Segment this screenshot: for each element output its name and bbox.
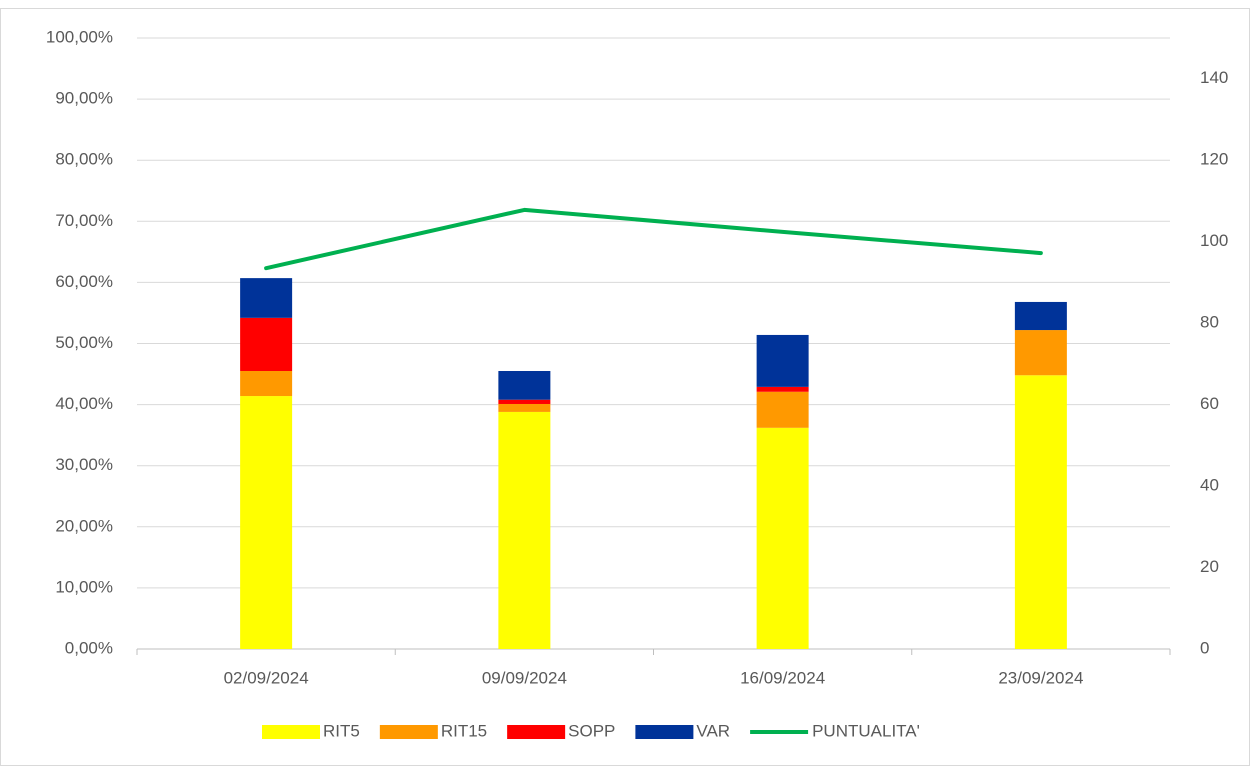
- bar: [498, 399, 551, 404]
- y-tick-label: 0,00%: [65, 638, 113, 657]
- x-tick-label: 02/09/2024: [224, 668, 309, 687]
- bar: [756, 386, 809, 392]
- y-tick-label: 100,00%: [46, 27, 113, 46]
- line: [264, 207, 1043, 271]
- bar: [756, 391, 809, 428]
- y2-tick-label: 80: [1200, 313, 1219, 332]
- y2-tick-label: 120: [1200, 150, 1228, 169]
- x-tick-label: 16/09/2024: [740, 668, 825, 687]
- bar: [498, 403, 551, 412]
- legend-swatch: [262, 725, 320, 739]
- bar: [240, 396, 293, 649]
- y-tick-label: 90,00%: [55, 89, 113, 108]
- y2-tick-label: 140: [1200, 68, 1228, 87]
- legend-label: PUNTUALITA': [812, 721, 920, 740]
- bar: [1014, 301, 1067, 331]
- bar: [756, 334, 809, 387]
- x-tick-label: 23/09/2024: [998, 668, 1083, 687]
- y-tick-label: 40,00%: [55, 394, 113, 413]
- legend-swatch: [635, 725, 694, 739]
- legend-label: SOPP: [568, 721, 615, 740]
- legend-label: RIT5: [323, 721, 360, 740]
- y-tick-label: 70,00%: [55, 211, 113, 230]
- y-tick-label: 20,00%: [55, 516, 113, 535]
- y-tick-label: 80,00%: [55, 150, 113, 169]
- bar: [756, 427, 809, 649]
- legend-label: VAR: [696, 721, 730, 740]
- legend-label: RIT15: [441, 721, 487, 740]
- bar: [1014, 375, 1067, 649]
- legend-swatch: [379, 725, 438, 739]
- x-tick-label: 09/09/2024: [482, 668, 567, 687]
- bar: [498, 411, 551, 649]
- legend-swatch: [507, 725, 566, 739]
- y2-tick-label: 60: [1200, 394, 1219, 413]
- y-tick-label: 50,00%: [55, 333, 113, 352]
- y-tick-label: 30,00%: [55, 455, 113, 474]
- y2-tick-label: 40: [1200, 476, 1219, 495]
- y2-tick-label: 0: [1200, 638, 1209, 657]
- bar: [240, 370, 293, 397]
- bar: [240, 278, 293, 318]
- y-tick-label: 10,00%: [55, 577, 113, 596]
- y2-tick-label: 20: [1200, 557, 1219, 576]
- y2-tick-label: 100: [1200, 231, 1228, 250]
- bar: [240, 317, 293, 371]
- y-tick-label: 60,00%: [55, 272, 113, 291]
- bar: [498, 370, 551, 400]
- bar: [1014, 330, 1067, 376]
